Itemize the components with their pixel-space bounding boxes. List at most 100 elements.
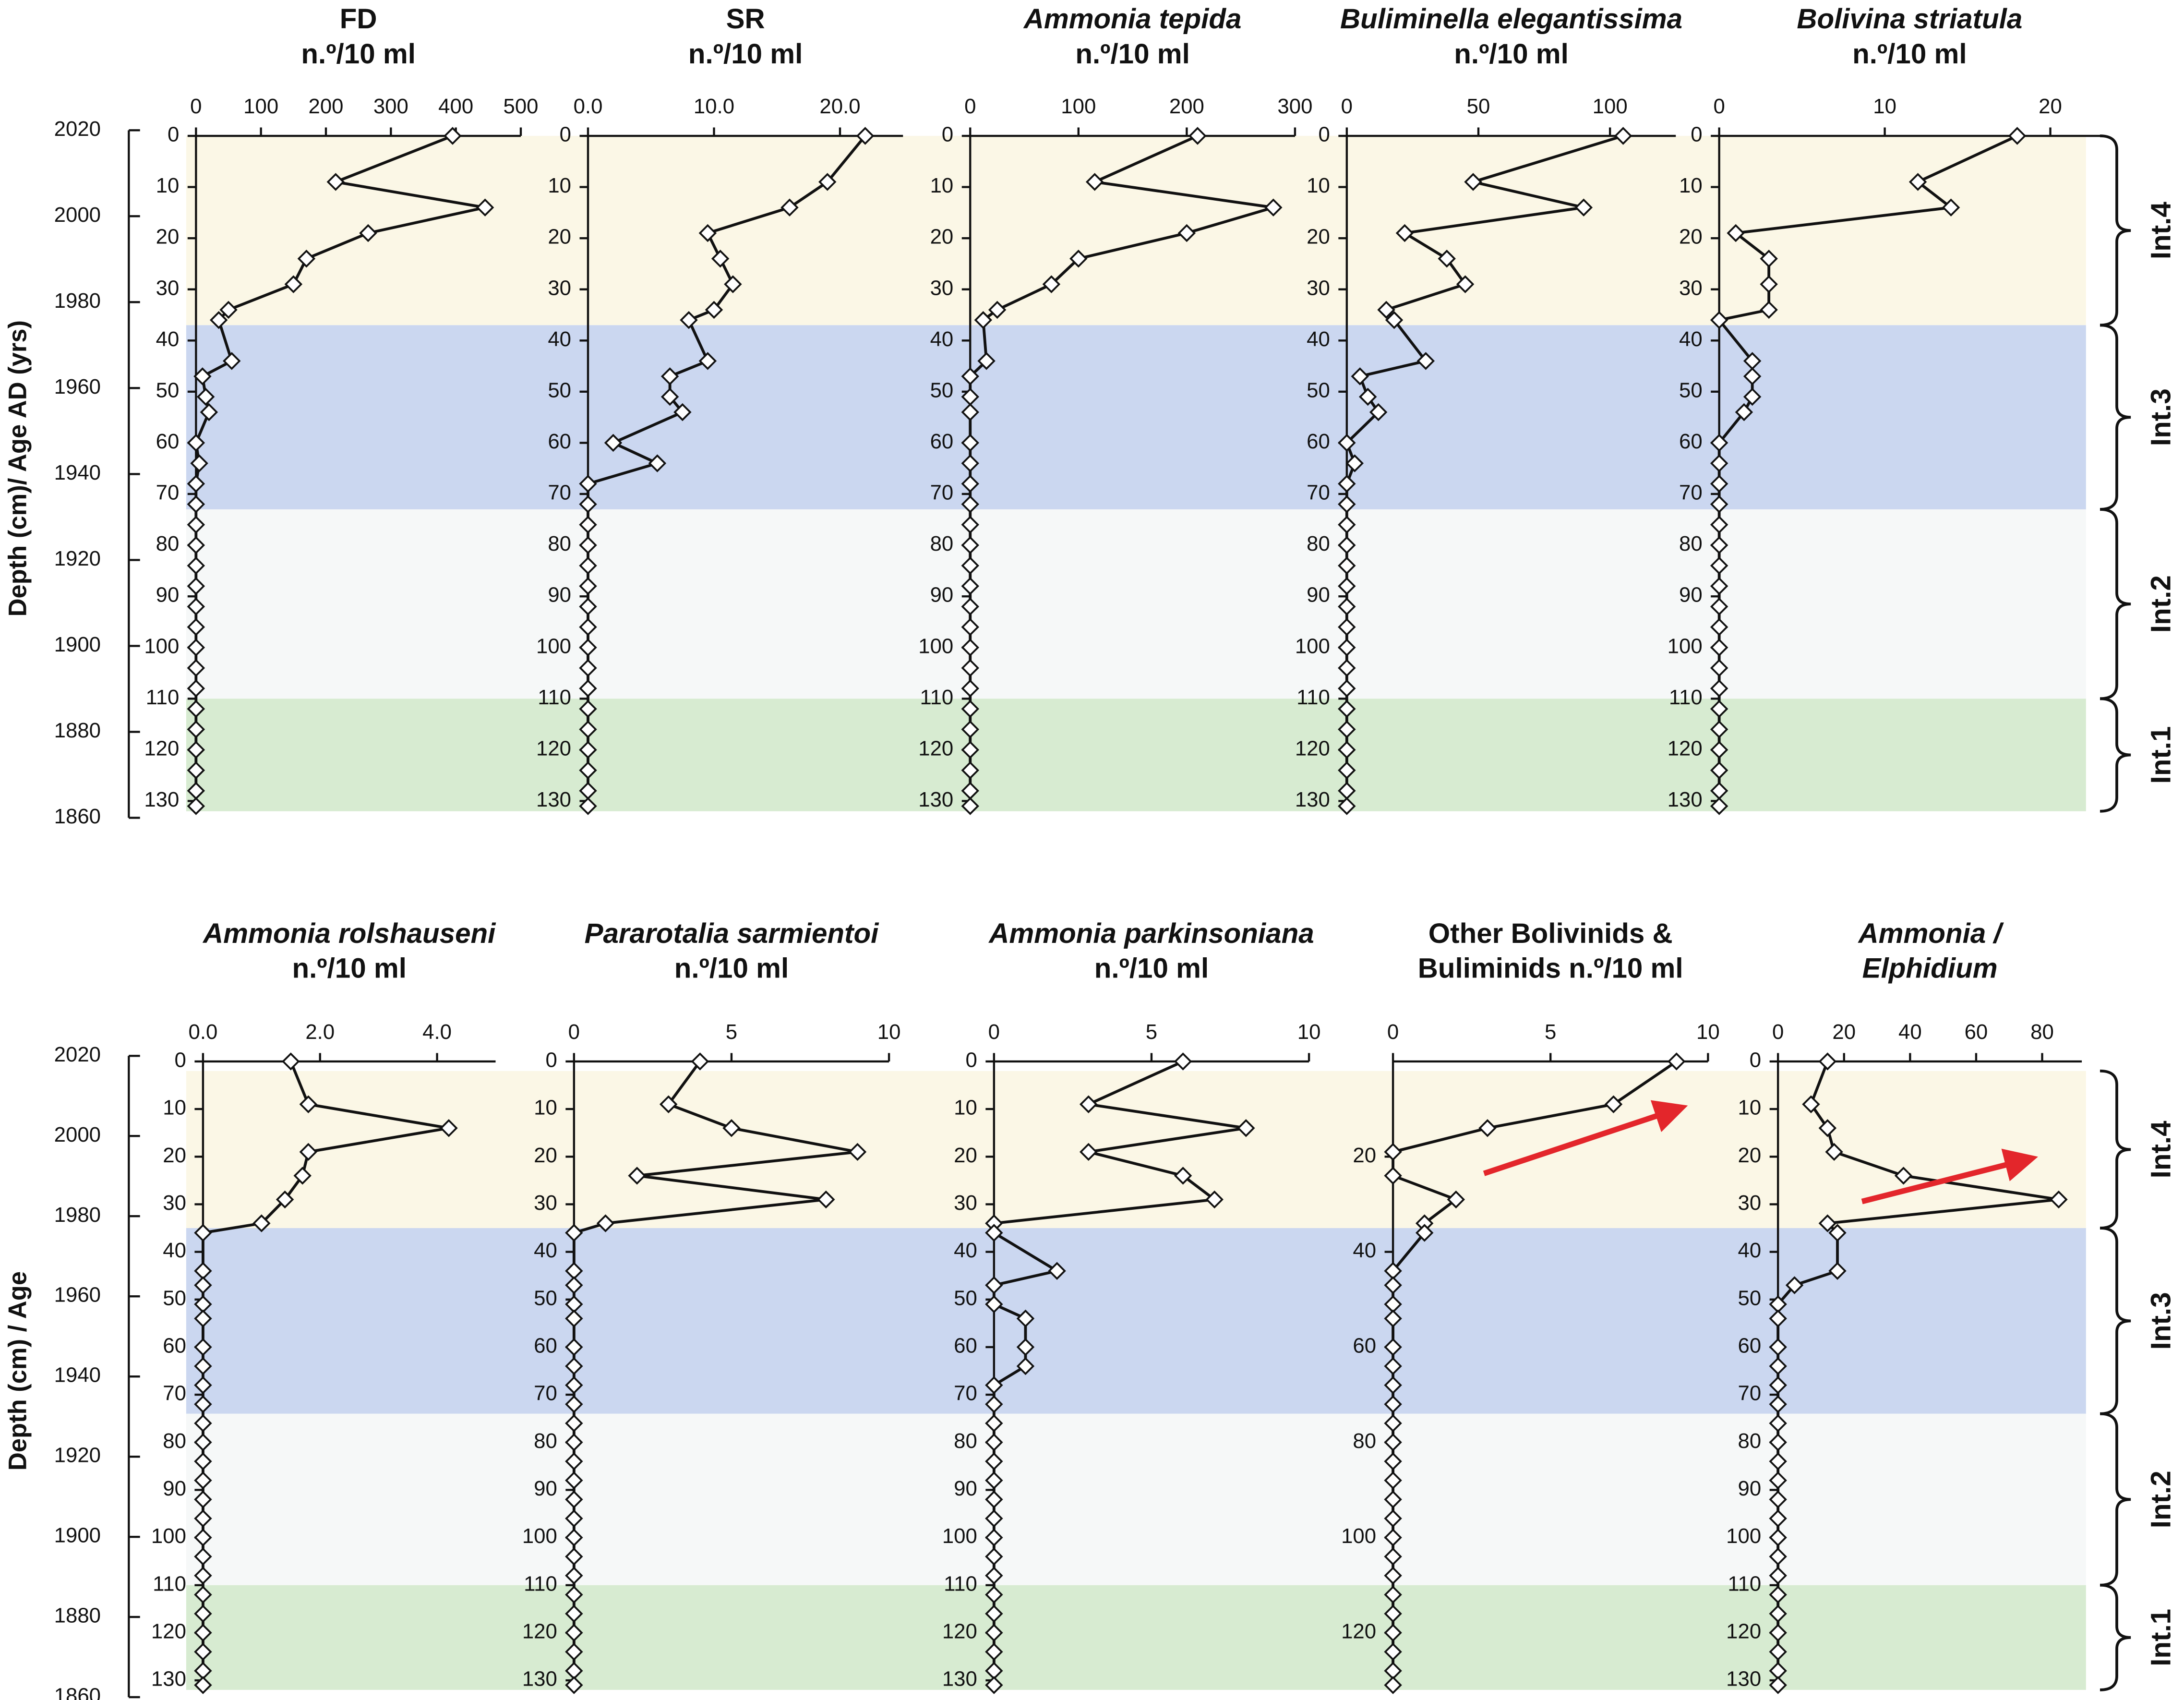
data-point [604,434,623,452]
data-point [1818,1052,1837,1071]
x-tick-label: 0 [1713,95,1725,118]
y-tick-label: 60 [954,1334,977,1357]
y-tick-label: 80 [1679,532,1703,555]
y-tick-label: 90 [156,583,180,607]
data-point [565,1414,583,1433]
data-point [579,720,597,738]
data-point [1769,1676,1787,1694]
data-point [187,699,205,718]
age-tick-label: 2020 [54,1043,101,1066]
data-point [673,403,692,422]
data-point [985,1414,1003,1433]
y-tick-label: 10 [1738,1096,1761,1120]
data-point [187,516,205,534]
data-point [1769,1309,1787,1328]
y-tick-label: 40 [1353,1239,1376,1262]
y-tick-label: 70 [1679,481,1703,505]
data-point [985,1547,1003,1566]
data-point [1416,352,1435,370]
y-tick-label: 70 [534,1382,557,1405]
x-tick-label: 2.0 [305,1020,335,1044]
y-tick-label: 80 [954,1429,977,1453]
age-tick-label: 1900 [54,1524,101,1547]
y-tick-label: 100 [144,634,179,658]
y-tick-label: 70 [156,481,180,505]
y-tick-label: 40 [163,1239,186,1262]
age-tick-label: 1880 [54,1604,101,1628]
data-point [961,741,979,759]
data-point [1351,367,1369,386]
y-tick-label: 80 [930,532,954,555]
data-point [1710,516,1728,534]
data-point [974,311,993,329]
y-tick-label: 50 [156,378,180,402]
data-point [579,699,597,718]
data-point [1710,474,1728,493]
data-point [194,1376,212,1394]
data-point [961,577,979,595]
y-tick-label: 20 [548,225,571,249]
data-point [985,1604,1003,1623]
age-tick-label: 1940 [54,1363,101,1387]
y-tick-label: 120 [1726,1619,1761,1643]
data-point [1743,367,1762,386]
interval-label: Int.3 [2146,388,2177,446]
y-tick-label: 10 [930,174,954,197]
data-point [985,1676,1003,1694]
y-tick-label: 40 [156,327,180,351]
data-point [648,454,667,472]
panel-subtitle: n.º/10 ml [1075,38,1190,70]
interval-label: Int.1 [2146,726,2177,784]
data-point [359,224,377,242]
y-tick-label: 10 [1307,174,1330,197]
y-tick-label: 120 [1295,736,1330,760]
data-point [596,1214,615,1232]
data-point [1769,1509,1787,1528]
data-point [276,1190,294,1209]
interval-band [186,509,2086,699]
data-point [1345,454,1364,472]
data-point [711,250,730,268]
data-point [1079,1095,1098,1113]
y-tick-label: 130 [151,1667,186,1691]
data-point [1710,536,1728,555]
y-tick-label: 60 [930,430,954,453]
data-point [961,618,979,636]
data-point [565,1357,583,1375]
data-point [1384,1433,1402,1451]
age-tick-label: 1960 [54,375,101,398]
data-point [579,577,597,595]
data-point [985,1509,1003,1528]
data-point [565,1585,583,1604]
data-point [691,1052,709,1071]
data-point [293,1167,312,1185]
y-tick-label: 100 [1726,1524,1761,1548]
data-point [1384,1604,1402,1623]
data-point [985,1471,1003,1490]
interval-label: Int.2 [2146,575,2177,633]
annotation-arrow [1483,1100,1688,1176]
interval-band [186,1228,2086,1414]
y-tick-label: 100 [918,634,953,658]
data-point [722,1119,741,1137]
x-tick-label: 400 [438,95,473,118]
interval-brace [2100,134,2131,327]
data-point [579,761,597,780]
data-point [1604,1095,1623,1113]
data-point [1710,699,1728,718]
data-point [200,403,218,422]
data-point [1384,1395,1402,1413]
data-point [985,1585,1003,1604]
data-point [985,1642,1003,1661]
y-tick-label: 60 [548,430,571,453]
data-point [579,659,597,677]
data-point [1384,1357,1402,1375]
data-point [1384,1528,1402,1547]
y-tick-label: 100 [151,1524,186,1548]
y-tick-label: 30 [1738,1191,1761,1215]
data-point [1174,1167,1192,1185]
x-tick-label: 0 [1341,95,1353,118]
data-point [579,597,597,616]
y-tick-label: 60 [1679,430,1703,453]
data-point [194,1642,212,1661]
